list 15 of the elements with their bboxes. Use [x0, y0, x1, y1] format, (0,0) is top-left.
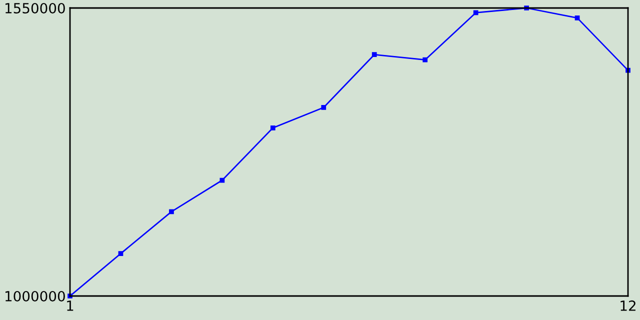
point: [473, 10, 478, 16]
point: [169, 209, 174, 214]
point: [574, 16, 580, 20]
point: [68, 294, 72, 298]
point: [422, 57, 428, 62]
point: [372, 52, 377, 58]
x-tick-label: 12: [620, 300, 636, 311]
point: [220, 178, 225, 183]
point: [270, 125, 276, 130]
y-tick-label: 1000000: [6, 290, 65, 302]
y-tick-label: 1550000: [6, 2, 65, 14]
x-tick-label: 1: [67, 300, 74, 311]
point: [321, 105, 326, 110]
point: [118, 251, 124, 256]
point: [524, 6, 529, 10]
